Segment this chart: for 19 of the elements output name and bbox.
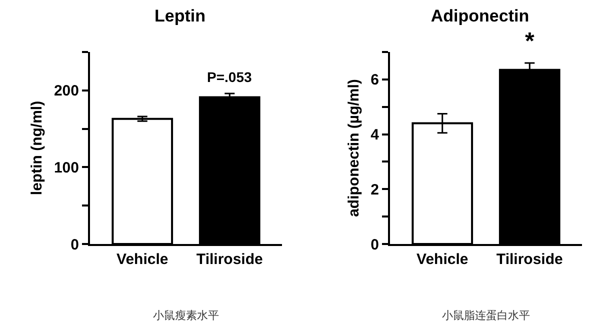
x-tick-label: Tiliroside [196, 251, 263, 268]
y-tick-label: 100 [54, 159, 79, 176]
chart-title: Adiponectin [430, 6, 530, 26]
text: 小鼠瘦素水平 [153, 309, 219, 322]
x-tick-label: Vehicle [116, 251, 168, 268]
y-tick-label: 6 [370, 72, 379, 89]
annotation: * [525, 28, 535, 55]
y-axis-title: adiponectin (µg/ml) [345, 79, 362, 217]
annotation: P=.053 [207, 69, 252, 85]
x-tick-label: Vehicle [416, 251, 468, 268]
text: 小鼠脂连蛋白水平 [442, 309, 530, 322]
y-tick-label: 0 [370, 236, 379, 254]
y-tick-label: 2 [370, 181, 379, 198]
y-tick-label: 200 [54, 82, 79, 100]
x-tick-label: Tiliroside [496, 251, 563, 268]
y-axis-title: leptin (ng/ml) [28, 100, 46, 196]
chart-title: Leptin [154, 6, 206, 26]
y-tick-label: 0 [70, 236, 79, 254]
y-tick-label: 4 [370, 126, 380, 144]
